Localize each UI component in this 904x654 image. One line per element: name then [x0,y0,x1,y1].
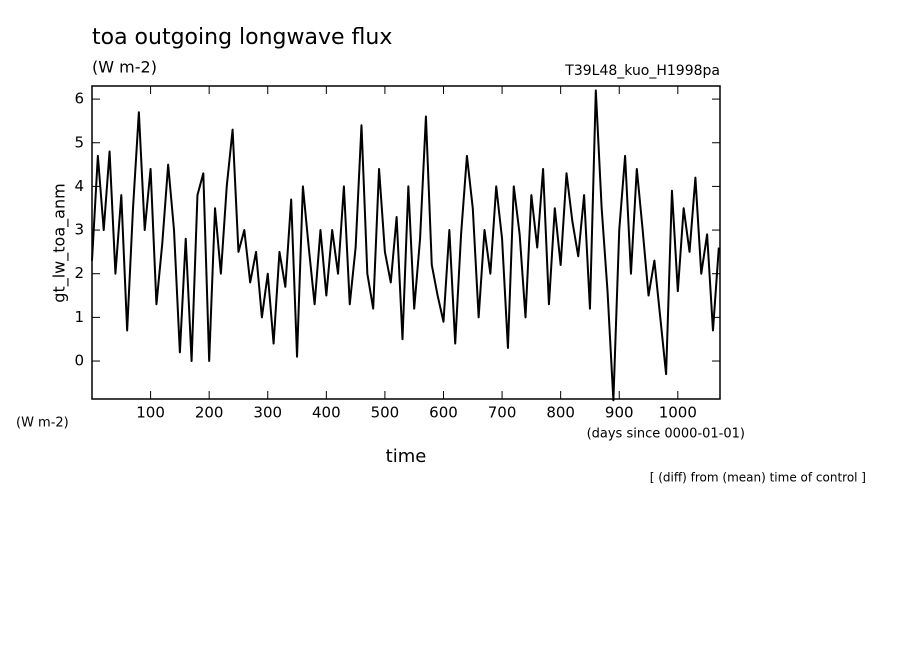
x-tick-label: 800 [546,404,575,422]
x-unit: (days since 0000-01-01) [587,427,745,442]
y-tick-label: 6 [74,90,84,108]
y-tick-label: 3 [74,221,84,239]
subtitle: (W m-2) [92,58,157,77]
run-label: T39L48_kuo_H1998pa [564,63,720,79]
annotation: [ (diff) from (mean) time of control ] [650,471,866,485]
x-tick-label: 500 [371,404,400,422]
x-tick-label: 400 [312,404,341,422]
x-tick-label: 900 [605,404,634,422]
y-tick-label: 4 [74,177,84,195]
x-tick-label: 1000 [659,404,697,422]
x-tick-label: 300 [253,404,282,422]
chart-title: toa outgoing longwave flux [92,25,392,50]
x-tick-label: 600 [429,404,458,422]
y-axis-label: gt_lw_toa_anm [50,183,70,302]
y-tick-label: 5 [74,133,84,151]
y-tick-label: 1 [74,308,84,326]
x-axis-label: time [386,446,427,467]
x-tick-label: 200 [195,404,224,422]
x-tick-label: 100 [136,404,165,422]
data-line [91,89,720,402]
x-tick-label: 700 [488,404,517,422]
y-unit: (W m-2) [16,416,69,431]
y-tick-label: 0 [74,352,84,370]
y-tick-label: 2 [74,264,84,282]
plot-frame [91,85,721,400]
